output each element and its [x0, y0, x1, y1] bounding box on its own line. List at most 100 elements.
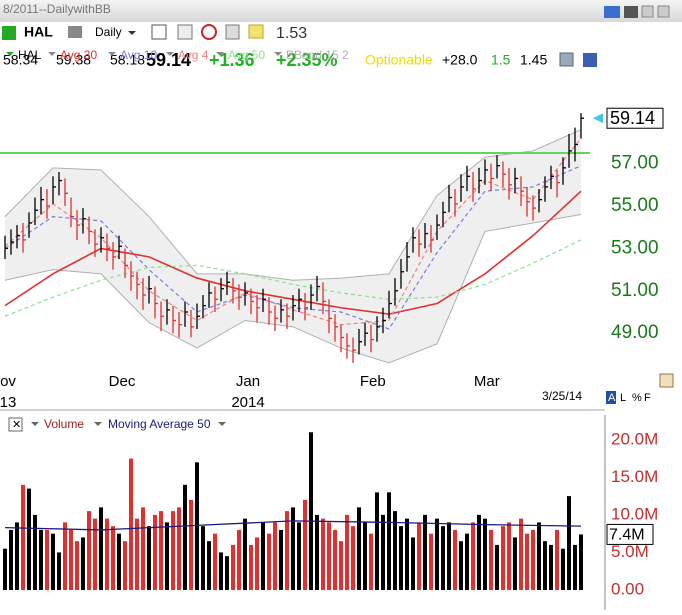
volume-bar [261, 522, 265, 590]
tools-icon[interactable] [151, 24, 167, 40]
volume-bar [39, 529, 43, 590]
volume-bar [453, 529, 457, 590]
volume-bar [447, 522, 451, 590]
add-icon[interactable] [2, 26, 16, 40]
quote-value: 58.18 [110, 52, 145, 68]
volume-bar [291, 507, 295, 590]
volume-bar [87, 511, 91, 590]
volume-bar [141, 507, 145, 590]
x-tick-label: Jan [236, 373, 260, 390]
volume-bar [411, 537, 415, 590]
quote-value: 59.38 [56, 52, 91, 68]
dropdown[interactable] [94, 422, 102, 426]
volume-bar [357, 507, 361, 590]
last-box [606, 107, 664, 129]
volume-bar [555, 529, 559, 590]
volume-bar [201, 526, 205, 590]
x-year-label: 13 [0, 394, 16, 411]
ma-legend: Moving Average 50 [108, 417, 211, 431]
volume-bar [495, 544, 499, 590]
cols-icon[interactable] [177, 24, 193, 40]
volume-bar [279, 529, 283, 590]
volume-bar [579, 534, 583, 590]
volume-bar [561, 548, 565, 590]
close-box[interactable] [8, 417, 23, 432]
volume-bar [519, 518, 523, 590]
legend-entry: Avg 50 [228, 48, 265, 62]
volume-bar [417, 522, 421, 590]
volume-bar [315, 514, 319, 590]
quote-value: 1.5 [491, 52, 511, 68]
volume-bar [537, 522, 541, 590]
volume-bar [165, 522, 169, 590]
y-tick-label: 20.0M [611, 429, 658, 448]
volume-bar [423, 514, 427, 590]
dropdown[interactable] [218, 422, 226, 426]
volume-bar [387, 492, 391, 590]
volume-bar [471, 522, 475, 590]
volume-bar [177, 507, 181, 590]
volume-bar [345, 514, 349, 590]
alarm-icon[interactable] [201, 24, 217, 40]
legend-arrow [274, 52, 282, 56]
volume-bar [117, 533, 121, 590]
band-line [4, 213, 582, 364]
y-tick-label: 15.0M [611, 467, 658, 486]
legend-arrow [6, 52, 14, 56]
t-button[interactable] [624, 6, 638, 18]
calc-icon[interactable] [225, 24, 240, 40]
volume-bar [69, 529, 73, 590]
volume-bar [573, 544, 577, 590]
quote-value: 59.14 [146, 50, 191, 70]
legend-entry: HAL [18, 48, 42, 62]
legend-arrow [108, 52, 116, 56]
last-date: 3/25/14 [542, 389, 582, 403]
volume-bar [63, 522, 67, 590]
interval[interactable]: Daily [95, 25, 122, 39]
volume-ma [4, 520, 582, 531]
quote-value: Optionable [365, 52, 433, 68]
panel-button-bg [606, 391, 616, 404]
last-marker [593, 113, 603, 124]
volume-bar [549, 544, 553, 590]
note-icon[interactable] [248, 24, 264, 39]
volume-bar [381, 514, 385, 590]
x-tick-label: Dec [109, 373, 136, 390]
volume-bar [51, 533, 55, 590]
volume-bar [111, 526, 115, 590]
s-button[interactable] [604, 6, 620, 18]
volume-bar [249, 544, 253, 590]
x-year-label: 2014 [231, 394, 264, 411]
y-tick-label: 0.00 [611, 579, 644, 598]
y-tick-label: 53.00 [611, 237, 659, 258]
window-button[interactable] [657, 5, 670, 18]
dropdown[interactable] [128, 31, 136, 35]
print-icon[interactable] [68, 26, 82, 38]
volume-bar [147, 526, 151, 590]
symbol[interactable]: HAL [24, 24, 53, 40]
volume-bar [375, 492, 379, 590]
window-button[interactable] [641, 5, 654, 18]
last-price: 59.14 [610, 108, 655, 128]
volume-bar [129, 458, 133, 590]
volume-bar [33, 514, 37, 590]
volume-bar [429, 533, 433, 590]
close-x[interactable]: ✕ [12, 419, 21, 431]
dropdown[interactable] [31, 422, 39, 426]
volume-bar [297, 522, 301, 590]
volume-bar [525, 533, 529, 590]
volume-bar [231, 544, 235, 590]
draw-icon[interactable] [659, 373, 674, 388]
volume-bar [9, 529, 13, 590]
save-icon [583, 53, 597, 67]
volume-bar [183, 484, 187, 590]
legend-entry: Avg 10 [120, 48, 157, 62]
volume-bar [285, 511, 289, 590]
volume-bar [309, 432, 313, 590]
volume-bar [81, 537, 85, 590]
volume-bar [513, 537, 517, 590]
volume-bar [369, 533, 373, 590]
y-tick-label: 5.0M [611, 542, 649, 561]
volume-bar [405, 518, 409, 590]
